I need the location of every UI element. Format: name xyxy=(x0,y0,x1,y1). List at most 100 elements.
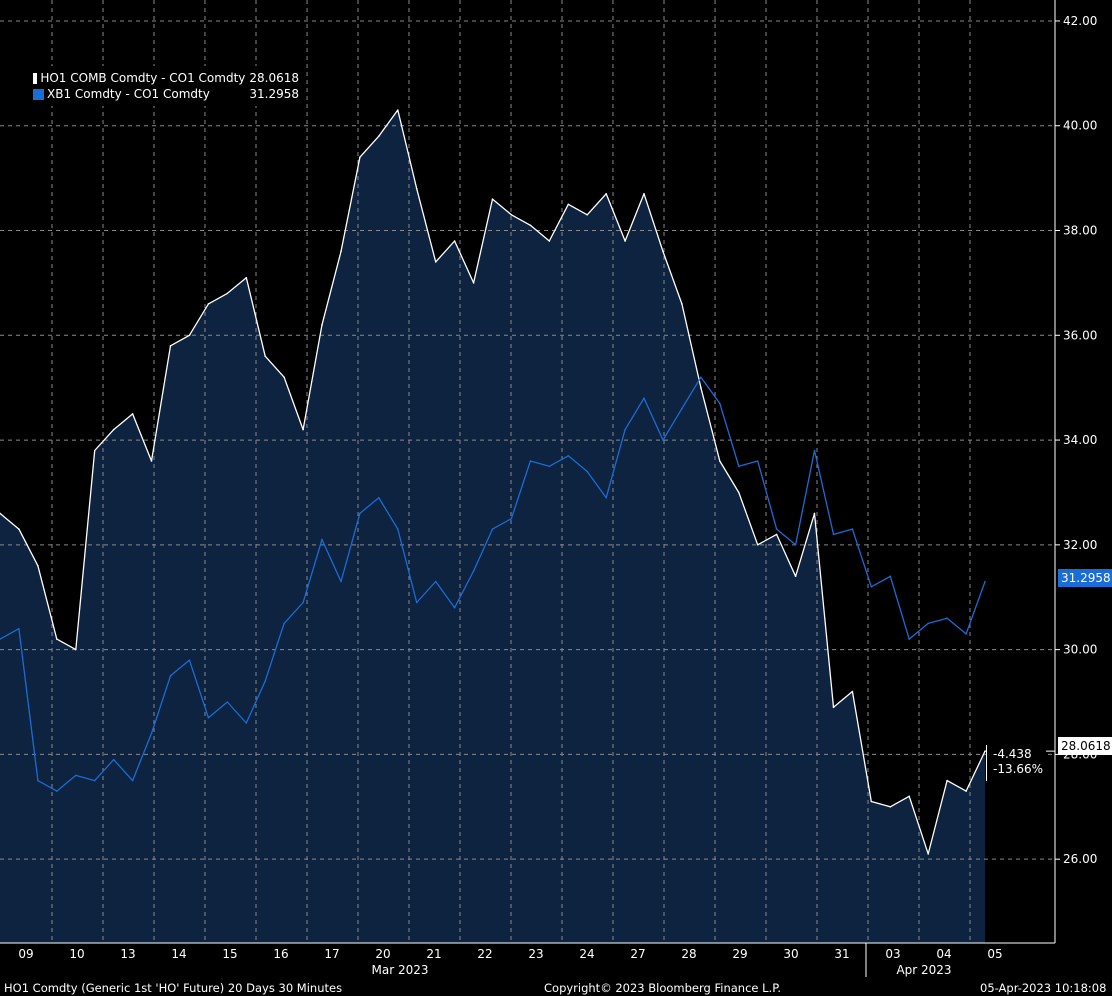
x-tick-label: 21 xyxy=(426,947,441,961)
ho1-data-point xyxy=(302,428,304,431)
ho1-data-point xyxy=(131,413,134,415)
footer-security-description: HO1 Comdty (Generic 1st 'HO' Future) 20 … xyxy=(4,981,343,995)
xb1-data-point xyxy=(434,580,437,583)
legend-swatch-white xyxy=(33,72,38,84)
ho1-data-point xyxy=(56,638,58,640)
footer-timestamp: 05-Apr-2023 10:18:08 xyxy=(980,981,1107,995)
xb1-data-point xyxy=(302,601,304,604)
y-tick-label: 26.00 xyxy=(1063,852,1097,866)
xb1-data-point xyxy=(283,622,285,625)
legend-series-name: HO1 COMB Comdty - CO1 Comdty xyxy=(40,71,246,85)
ho1-data-point xyxy=(756,544,759,546)
xb1-data-point xyxy=(188,659,191,661)
xb1-data-point xyxy=(340,580,342,583)
xb1-data-point xyxy=(264,680,267,682)
ho1-data-point xyxy=(18,528,20,530)
y-tick-label: 34.00 xyxy=(1063,433,1097,447)
xb1-data-point xyxy=(548,465,551,468)
xb1-data-point xyxy=(472,570,475,572)
ho1-data-point xyxy=(93,449,96,452)
ho1-data-point xyxy=(340,250,342,253)
xb1-data-point xyxy=(131,779,134,782)
x-tick-label: 05 xyxy=(987,947,1002,961)
xb1-data-point xyxy=(0,638,1,640)
xb1-data-point xyxy=(321,538,323,541)
xb1-data-point xyxy=(567,455,570,457)
ho1-data-point xyxy=(662,250,664,253)
x-tick-label: 10 xyxy=(69,947,84,961)
x-tick-label: 09 xyxy=(18,947,33,961)
ho1-data-point xyxy=(169,345,172,347)
ho1-data-point xyxy=(908,795,910,798)
ho1-data-point xyxy=(700,386,702,389)
ho1-area-fill xyxy=(0,110,985,943)
ho1-data-point xyxy=(491,198,494,200)
xb1-data-point xyxy=(529,460,532,462)
ho1-data-point xyxy=(794,575,797,578)
chart-legend: HO1 COMB Comdty - CO1 Comdty 28.0618 XB1… xyxy=(27,66,305,106)
xb1-data-point xyxy=(624,428,626,431)
ho1-data-point xyxy=(0,512,1,515)
ho1-data-point xyxy=(226,292,229,295)
ho1-data-point xyxy=(643,193,645,195)
legend-swatch-blue xyxy=(33,88,44,100)
footer-copyright: Copyright© 2023 Bloomberg Finance L.P. xyxy=(544,981,781,995)
change-absolute: -4.438 xyxy=(993,747,1032,761)
ho1-data-point xyxy=(75,648,77,651)
ho1-data-point xyxy=(965,790,967,792)
xb1-data-point xyxy=(397,528,399,530)
xb1-data-point xyxy=(605,496,607,499)
xb1-data-point xyxy=(56,790,58,792)
x-tick-label: 23 xyxy=(528,947,543,961)
xb1-data-point xyxy=(927,622,929,625)
ho1-data-point xyxy=(624,240,626,242)
x-tick-label: 28 xyxy=(681,947,696,961)
ho1-data-point xyxy=(851,690,854,693)
xb1-data-point xyxy=(415,601,418,604)
ho1-data-point xyxy=(434,261,437,263)
ho1-data-point xyxy=(529,224,532,227)
xb1-data-point xyxy=(510,517,513,520)
ho1-data-point xyxy=(586,214,588,216)
xb1-data-point xyxy=(832,533,835,536)
xb1-data-point xyxy=(984,580,986,583)
xb1-data-point xyxy=(681,407,683,410)
ho1-data-point xyxy=(188,334,191,337)
x-tick-label: 20 xyxy=(375,947,390,961)
xb1-data-point xyxy=(378,496,380,499)
xb1-data-point xyxy=(359,512,361,515)
x-tick-label: 03 xyxy=(885,947,900,961)
xb1-data-point xyxy=(226,701,229,703)
last-price-tag-xb1: 31.2958 xyxy=(1058,569,1112,587)
x-tick-label: 04 xyxy=(936,947,951,961)
xb1-data-point xyxy=(112,758,115,761)
ho1-data-point xyxy=(150,460,153,462)
ho1-data-point xyxy=(889,806,892,808)
x-tick-label: 17 xyxy=(324,947,339,961)
series-line-layer xyxy=(0,109,986,855)
y-tick-label: 32.00 xyxy=(1063,538,1097,552)
x-tick-label: 30 xyxy=(783,947,798,961)
xb1-data-point xyxy=(150,732,153,735)
xb1-data-point xyxy=(37,779,39,782)
xb1-data-point xyxy=(908,638,910,640)
x-tick-label: 22 xyxy=(477,947,492,961)
last-price-tag-ho1: 28.0618 xyxy=(1058,737,1112,755)
xb1-data-point xyxy=(643,397,645,400)
xb1-data-point xyxy=(586,470,588,473)
y-tick-label: 38.00 xyxy=(1063,224,1097,238)
ho1-data-point xyxy=(927,853,929,855)
xb1-data-point xyxy=(813,449,816,452)
legend-entry-xb1: XB1 Comdty - CO1 Comdty 31.2958 xyxy=(33,86,299,102)
xb1-data-point xyxy=(491,528,494,530)
xb1-data-point xyxy=(851,528,854,530)
legend-series-name: XB1 Comdty - CO1 Comdty xyxy=(47,87,210,101)
ho1-data-point xyxy=(453,240,456,242)
ho1-data-point xyxy=(946,779,948,782)
x-month-label: Apr 2023 xyxy=(896,963,951,977)
legend-series-value: 28.0618 xyxy=(249,71,299,85)
ho1-data-point xyxy=(378,135,380,137)
y-tick-label: 30.00 xyxy=(1063,643,1097,657)
xb1-data-point xyxy=(870,586,873,588)
xb1-data-point xyxy=(245,722,248,724)
